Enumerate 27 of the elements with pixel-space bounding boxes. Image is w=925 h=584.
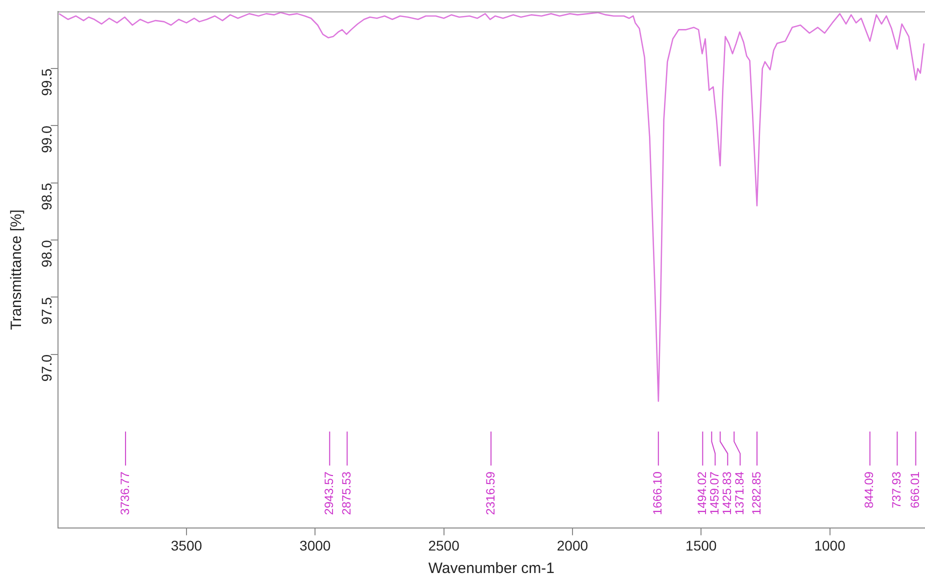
y-axis-title: Transmittance [%] bbox=[8, 210, 26, 330]
annotation: 2943.57 bbox=[322, 471, 336, 515]
annotation: 1371.84 bbox=[732, 471, 746, 515]
annotation: 1666.10 bbox=[650, 471, 665, 515]
x-tick-label: 2500 bbox=[428, 537, 460, 554]
x-tick-label: 2000 bbox=[556, 537, 588, 554]
y-tick-label: 98.0 bbox=[38, 240, 55, 268]
annotation: 2316.59 bbox=[483, 471, 498, 515]
y-tick-label: 99.5 bbox=[38, 68, 55, 96]
x-tick-label: 3500 bbox=[170, 537, 202, 554]
y-tick-label: 97.5 bbox=[38, 297, 55, 324]
annotation: 3736.77 bbox=[118, 471, 132, 515]
x-tick-label: 1500 bbox=[686, 537, 717, 554]
annotation: 1425.83 bbox=[720, 471, 734, 515]
annotation: 737.93 bbox=[890, 471, 904, 508]
y-tick-label: 99.0 bbox=[38, 126, 55, 153]
annotation: 844.09 bbox=[862, 471, 876, 508]
annotation: 1494.02 bbox=[694, 471, 709, 515]
annotation: 2875.53 bbox=[339, 471, 354, 515]
x-tick-label: 3000 bbox=[300, 537, 331, 554]
x-axis-title: Wavenumber cm-1 bbox=[428, 560, 554, 578]
annotation: 1459.07 bbox=[707, 471, 722, 515]
x-tick-label: 1000 bbox=[814, 537, 846, 554]
annotation: 666.01 bbox=[908, 471, 922, 508]
annotation: 1282.85 bbox=[749, 471, 764, 515]
y-tick-label: 98.5 bbox=[38, 182, 55, 210]
y-tick-label: 97.0 bbox=[38, 354, 55, 382]
